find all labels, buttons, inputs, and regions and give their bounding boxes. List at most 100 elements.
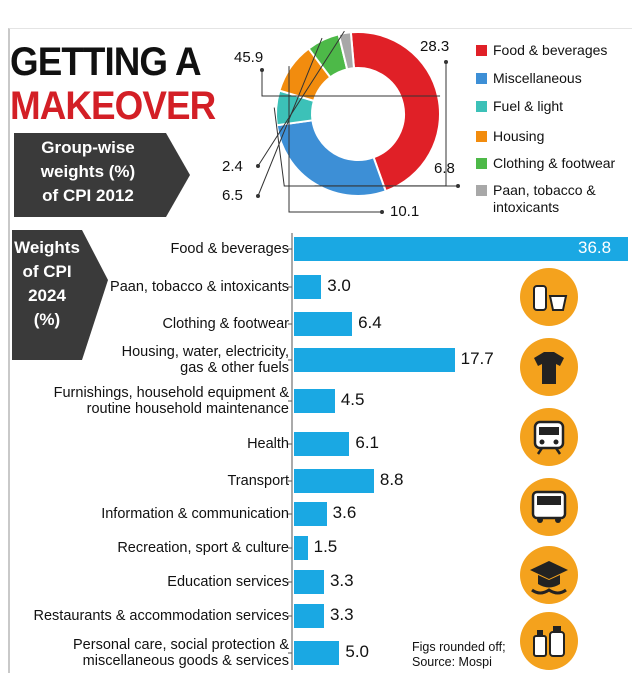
bar-category-row-9: Recreation, sport & culture bbox=[117, 540, 289, 556]
bar-row-11 bbox=[294, 604, 324, 628]
transport-icon bbox=[520, 408, 578, 466]
bar-category-line: Transport bbox=[227, 473, 289, 489]
personal-care-icon-glyph bbox=[533, 626, 565, 657]
cpi2024-panel bbox=[12, 230, 108, 360]
bar-category-row-1: Food & beverages bbox=[171, 241, 290, 257]
bar-category-row-5: Furnishings, household equipment & routin… bbox=[54, 385, 289, 417]
legend-swatch-fuel bbox=[476, 101, 487, 112]
bar-row-10 bbox=[294, 570, 324, 594]
bar-value-row-3: 6.4 bbox=[358, 313, 382, 332]
footnote-line-1: Figs rounded off; bbox=[412, 640, 506, 654]
bar-value-row-6: 6.1 bbox=[355, 433, 379, 452]
bar-value-row-12: 5.0 bbox=[345, 642, 370, 661]
bar-value-row-10: 3.3 bbox=[329, 571, 354, 590]
bar-category-line: Recreation, sport & culture bbox=[117, 540, 289, 556]
bar-category-line: Health bbox=[247, 436, 289, 452]
donut-slice-food bbox=[349, 31, 441, 193]
bar-category-line: Food & beverages bbox=[170, 241, 290, 257]
legend-swatch-housing bbox=[476, 131, 487, 142]
donut-leader-clothing bbox=[257, 37, 323, 197]
donut-leader-food bbox=[261, 70, 441, 97]
bar-row-9 bbox=[294, 536, 308, 560]
donut-value-housing: 10.1 bbox=[390, 203, 420, 220]
donut-leader-fuel bbox=[273, 107, 458, 187]
bar-category-line: Furnishings, household equipment & bbox=[53, 385, 289, 401]
food-drink-icon bbox=[520, 268, 578, 326]
bar-category-line: routine household maintenance bbox=[86, 401, 289, 417]
bar-category-line: Paan, tobacco & intoxicants bbox=[110, 279, 289, 295]
subtitle-line-1: Group-wise bbox=[41, 138, 135, 157]
bar-category-row-11: Restaurants & accommodation services bbox=[34, 608, 289, 624]
bar-row-6 bbox=[294, 432, 350, 456]
bar-row-8 bbox=[294, 502, 327, 526]
legend-item-fuel: Fuel & light bbox=[476, 98, 633, 115]
donut-value-clothing: 6.5 bbox=[222, 187, 243, 204]
bar-category-row-12: Personal care, social protection & miscel… bbox=[73, 637, 289, 669]
donut-value-misc: 28.3 bbox=[420, 38, 450, 55]
donut-leader-housing bbox=[288, 66, 382, 213]
bar-category-line: miscellaneous goods & services bbox=[82, 653, 289, 669]
bar-row-2 bbox=[294, 275, 322, 299]
bus-train-icon-glyph bbox=[531, 490, 567, 523]
bar-category-line: Personal care, social protection & bbox=[73, 637, 289, 653]
bar-row-3 bbox=[294, 312, 353, 336]
bar-value-row-11: 3.3 bbox=[329, 605, 354, 624]
legend-item-misc: Miscellaneous bbox=[476, 70, 633, 87]
bar-category-row-3: Clothing & footwear bbox=[162, 316, 289, 332]
bar-category-row-8: Information & communication bbox=[101, 506, 289, 522]
cpi2024-line-2: of CPI bbox=[22, 262, 72, 281]
headline-line-1: GETTING A bbox=[10, 40, 202, 84]
subtitle-line-3: of CPI 2012 bbox=[42, 186, 134, 205]
donut-leader-paan bbox=[257, 30, 345, 167]
clothing-icon-glyph bbox=[534, 352, 564, 384]
legend-swatch-paan bbox=[476, 185, 487, 196]
bar-row-4 bbox=[294, 348, 455, 372]
cpi2024-line-3: 2024 bbox=[28, 286, 66, 305]
legend-label-clothing: Clothing & footwear bbox=[493, 155, 616, 171]
bar-row-12 bbox=[294, 641, 340, 665]
frame bbox=[8, 28, 632, 673]
legend-label-paan: Paan, tobacco & intoxicants bbox=[493, 182, 596, 215]
bar-value-row-1: 36.8 bbox=[578, 238, 612, 257]
legend-swatch-clothing bbox=[476, 158, 487, 169]
donut-leader-dot-food bbox=[260, 68, 264, 72]
bar-value-row-2: 3.0 bbox=[327, 276, 351, 295]
donut-leader-dot-misc bbox=[444, 60, 448, 64]
donut-leader-dot-housing bbox=[380, 210, 384, 214]
subtitle: Group-wise weights (%) of CPI 2012 bbox=[14, 136, 162, 208]
bar-category-line: Housing, water, electricity, bbox=[121, 344, 289, 360]
bar-row-7 bbox=[294, 469, 374, 493]
bar-value-row-8: 3.6 bbox=[332, 503, 357, 522]
education-icon bbox=[520, 546, 578, 604]
bar-category-line: Clothing & footwear bbox=[162, 316, 289, 332]
legend-label-food: Food & beverages bbox=[493, 42, 608, 58]
footnote: Figs rounded off; Source: Mospi bbox=[412, 640, 506, 670]
bar-category-row-10: Education services bbox=[167, 574, 289, 590]
donut-value-paan: 2.4 bbox=[222, 158, 243, 175]
bar-value-row-5: 4.5 bbox=[340, 390, 365, 409]
bus-train-icon bbox=[520, 478, 578, 536]
legend-item-food: Food & beverages bbox=[476, 42, 633, 59]
bar-category-row-2: Paan, tobacco & intoxicants bbox=[110, 279, 289, 295]
donut-leader-dot-paan bbox=[256, 164, 260, 168]
bar-category-row-7: Transport bbox=[227, 473, 289, 489]
legend-label-fuel: Fuel & light bbox=[493, 98, 564, 114]
clothing-icon bbox=[520, 338, 578, 396]
footnote-line-2: Source: Mospi bbox=[412, 655, 492, 669]
headline-line-2: MAKEOVER bbox=[10, 84, 216, 128]
legend-item-paan: Paan, tobacco & intoxicants bbox=[476, 182, 633, 216]
bar-row-1 bbox=[294, 237, 628, 261]
bar-row-5 bbox=[294, 389, 335, 413]
legend-item-clothing: Clothing & footwear bbox=[476, 155, 633, 172]
cpi2024-line-4: (%) bbox=[33, 310, 61, 329]
cpi2024-label: Weights of CPI 2024 (%) bbox=[14, 236, 80, 332]
education-icon-glyph bbox=[530, 561, 568, 595]
bar-category-line: Information & communication bbox=[101, 506, 289, 522]
legend-swatch-misc bbox=[476, 73, 487, 84]
cpi2024-line-1: Weights bbox=[14, 238, 80, 257]
legend-label-misc: Miscellaneous bbox=[493, 70, 582, 86]
bar-category-row-6: Health bbox=[247, 436, 289, 452]
